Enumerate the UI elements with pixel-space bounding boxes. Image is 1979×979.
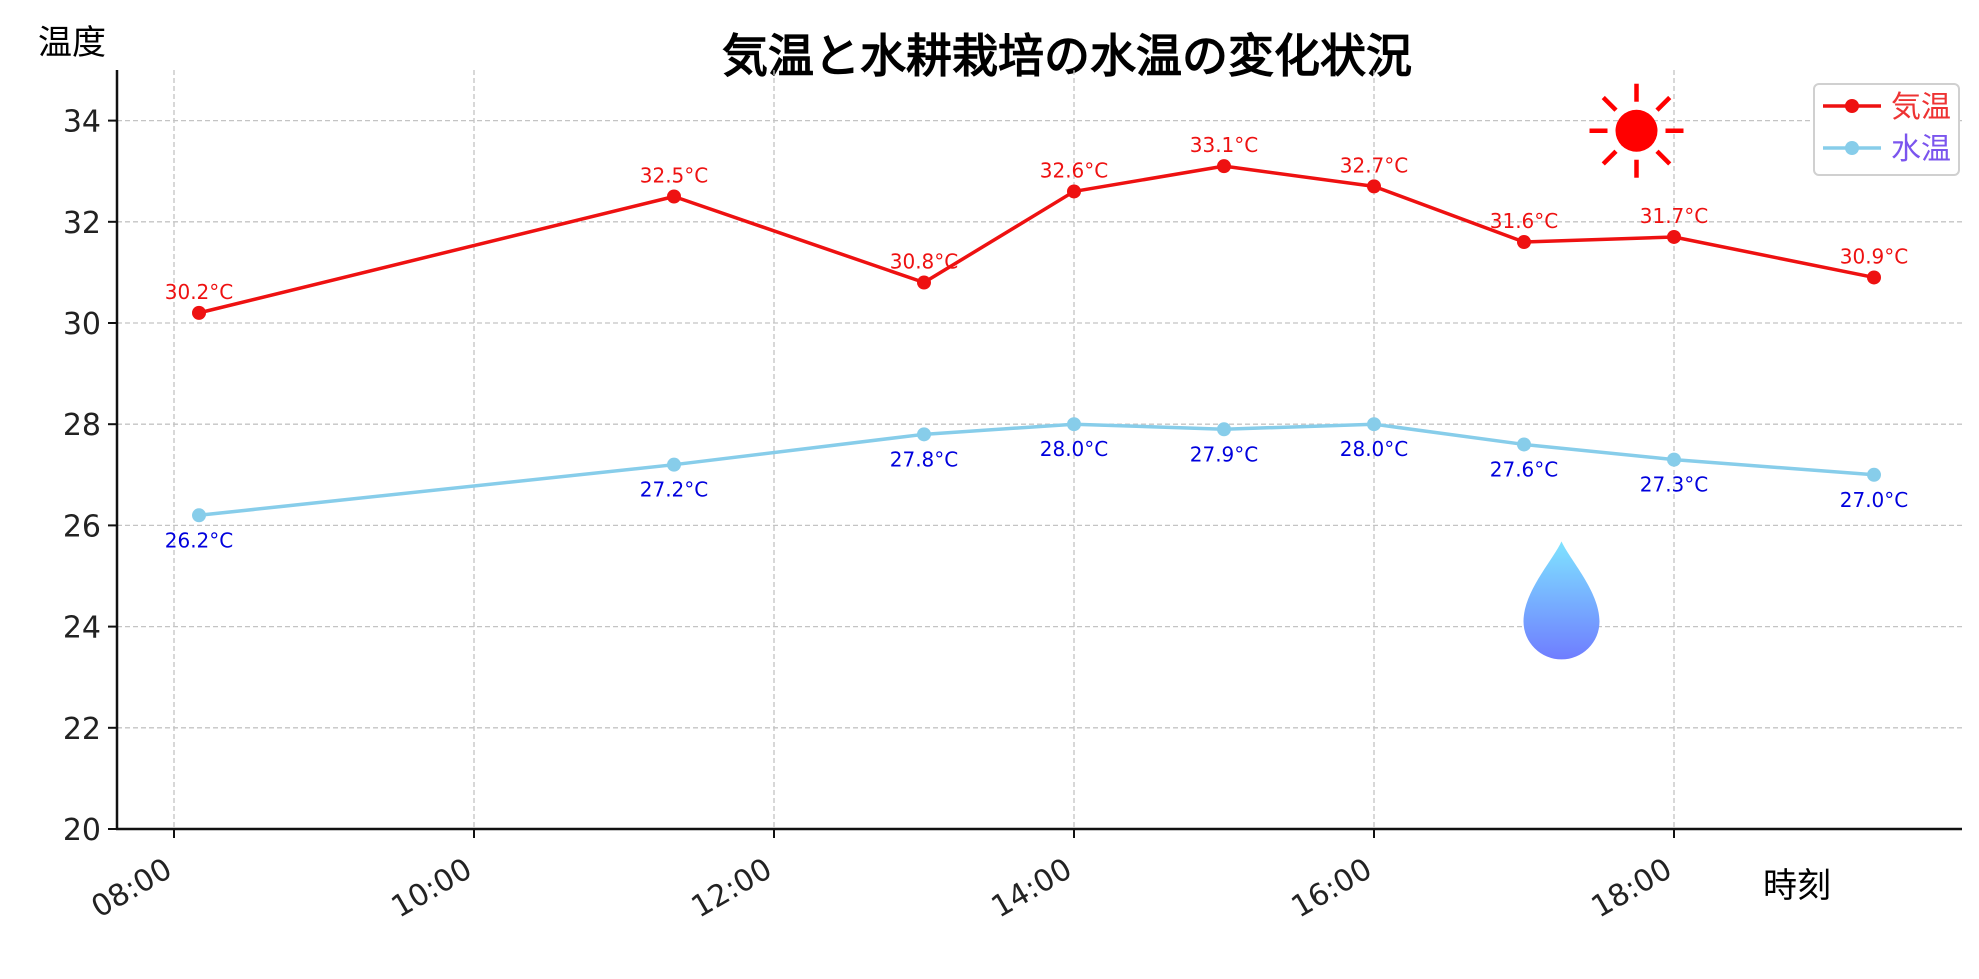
air-temp-point <box>1217 159 1231 174</box>
water-temp-data-label: 27.0°C <box>1840 488 1909 512</box>
water-temp-point <box>1667 452 1681 467</box>
air-temp-point <box>192 305 206 320</box>
air-temp-data-label: 30.9°C <box>1840 244 1909 268</box>
air-temp-data-label: 30.2°C <box>165 280 234 304</box>
air-temp-line <box>198 164 1875 315</box>
air-temp-data-label: 32.6°C <box>1040 158 1109 182</box>
water-temp-point <box>1517 437 1531 452</box>
water-temp-data-label: 26.2°C <box>165 528 234 552</box>
y-ticks: 20 22 24 26 28 30 32 34 <box>63 105 117 848</box>
water-temp-point <box>917 427 931 442</box>
y-tick-label: 32 <box>63 206 101 241</box>
water-temp-data-label: 27.6°C <box>1490 457 1559 481</box>
x-ticks: 08:00 10:00 12:00 14:00 16:00 18:00 <box>86 829 1678 925</box>
water-temp-point <box>192 508 206 523</box>
sun-icon <box>1589 83 1684 178</box>
air-temp-point <box>667 189 681 204</box>
air-temp-point <box>1667 229 1681 244</box>
x-tick-label: 14:00 <box>986 852 1078 926</box>
decorations <box>1523 83 1684 660</box>
sun-ray <box>1601 149 1618 166</box>
x-tick-label: 10:00 <box>386 852 478 926</box>
air-temp-data-label: 32.5°C <box>640 164 709 188</box>
water-temp-data-label: 27.3°C <box>1640 473 1709 497</box>
sun-core <box>1615 109 1658 152</box>
air-temp-data-label: 31.7°C <box>1640 204 1709 228</box>
sun-ray <box>1655 95 1672 112</box>
y-tick-label: 22 <box>63 712 101 747</box>
water-temp-data-label: 27.8°C <box>890 447 959 471</box>
air-temp-data-label: 30.8°C <box>890 250 959 274</box>
y-tick-label: 30 <box>63 307 101 342</box>
air-temp-point <box>1367 179 1381 194</box>
water-temp-line <box>198 422 1875 518</box>
water-temp-point <box>667 457 681 472</box>
water-drop-icon <box>1523 541 1600 660</box>
water-temp-data-label: 27.9°C <box>1190 442 1259 466</box>
air-temp-point <box>1517 235 1531 250</box>
x-tick-label: 08:00 <box>86 852 178 926</box>
legend-marker-water-temp <box>1845 141 1859 155</box>
y-tick-label: 26 <box>63 509 101 544</box>
chart-title: 気温と水耕栽培の水温の変化状況 <box>722 29 1412 83</box>
air-temp-point <box>917 275 931 290</box>
air-temp-data-label: 32.7°C <box>1340 153 1409 177</box>
legend-marker-air-temp <box>1845 99 1859 113</box>
water-temp-data-label: 27.2°C <box>640 478 709 502</box>
x-tick-label: 18:00 <box>1586 852 1678 926</box>
air-temp-data-label: 31.6°C <box>1490 209 1559 233</box>
y-tick-label: 24 <box>63 611 101 646</box>
series-group: 30.2°C 32.5°C 30.8°C 32.6°C 33.1°C 32.7°C 31.6… <box>165 133 1909 552</box>
x-axis-label: 時刻 <box>1763 866 1831 906</box>
sun-ray <box>1601 95 1618 112</box>
grid-lines <box>117 70 1962 829</box>
y-tick-label: 20 <box>63 813 101 848</box>
x-tick-label: 16:00 <box>1286 852 1378 926</box>
air-temp-point <box>1867 270 1881 285</box>
air-temp-point <box>1067 184 1081 199</box>
water-temp-data-label: 28.0°C <box>1040 437 1109 461</box>
y-tick-label: 34 <box>63 105 101 140</box>
y-axis-label: 温度 <box>38 23 106 63</box>
water-temp-point <box>1067 417 1081 432</box>
legend-label-water-temp: 水温 <box>1891 132 1951 167</box>
water-temp-point <box>1217 422 1231 437</box>
air-temp-data-label: 33.1°C <box>1190 133 1259 157</box>
sun-ray <box>1655 149 1672 166</box>
water-temp-point <box>1367 417 1381 432</box>
water-temp-point <box>1867 467 1881 482</box>
y-tick-label: 28 <box>63 408 101 443</box>
x-tick-label: 12:00 <box>686 852 778 926</box>
legend-label-air-temp: 気温 <box>1891 90 1951 125</box>
water-temp-data-label: 28.0°C <box>1340 437 1409 461</box>
